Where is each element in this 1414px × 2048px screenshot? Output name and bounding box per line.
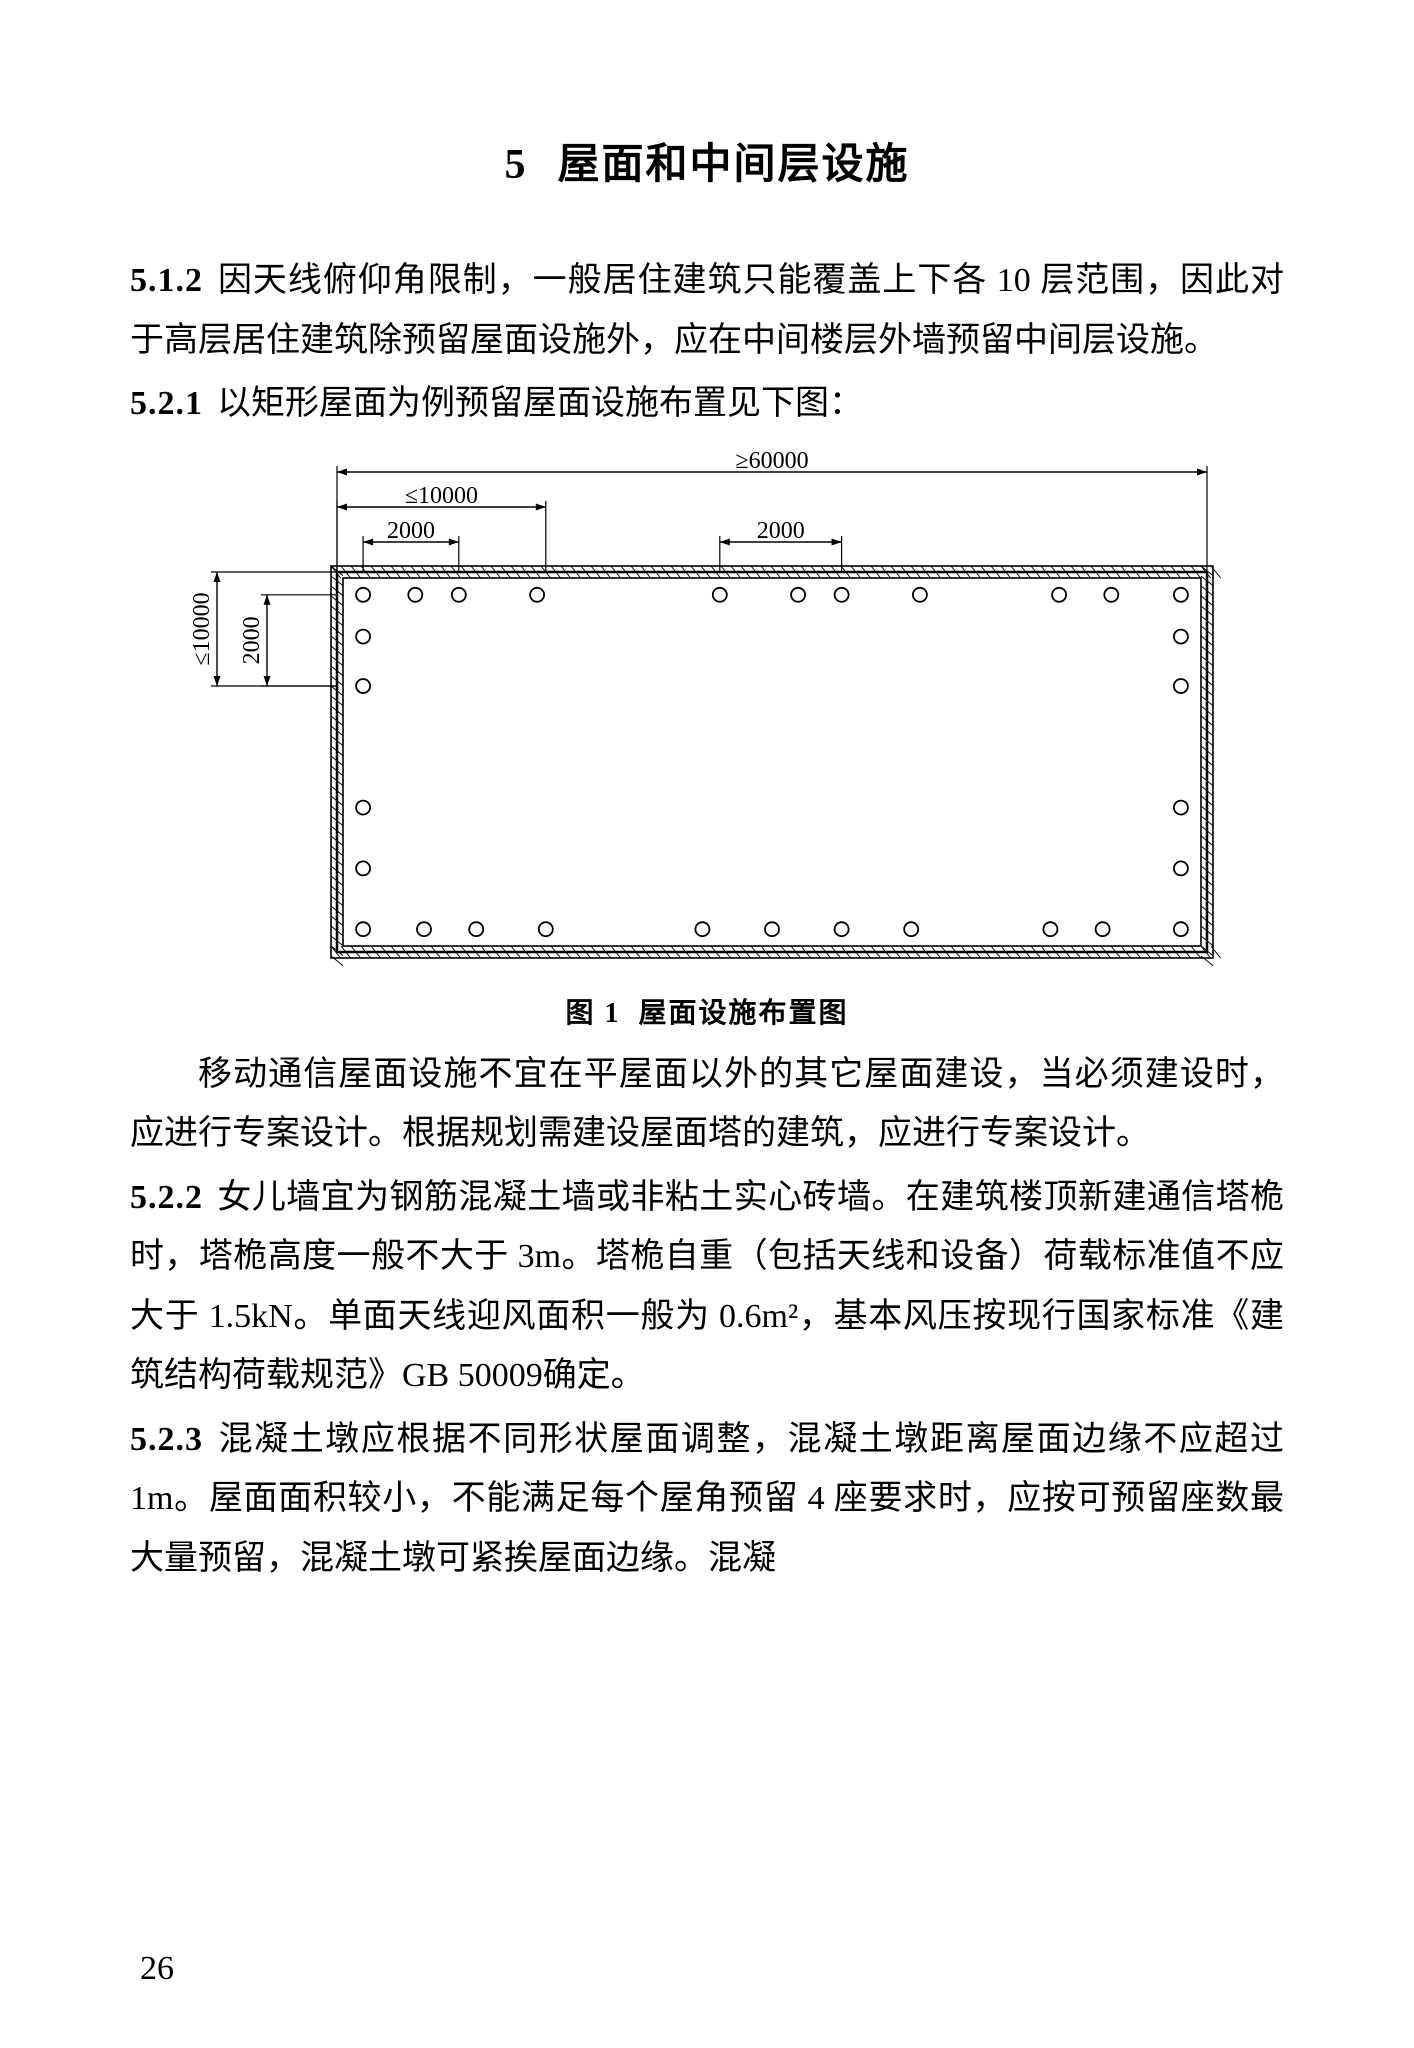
clause-num: 5.2.2 (130, 1179, 203, 1216)
svg-text:2000: 2000 (239, 616, 265, 664)
clause-text: 以矩形屋面为例预留屋面设施布置见下图： (217, 385, 863, 422)
chapter-title: 5 屋面和中间层设施 (130, 130, 1284, 191)
chapter-num: 5 (504, 142, 527, 188)
svg-text:2000: 2000 (757, 518, 805, 544)
figure-1: ≥60000 ≤10000 2000 2000 ≤10000 2000 (177, 452, 1237, 977)
page-number: 26 (140, 1950, 174, 1988)
svg-text:≥60000: ≥60000 (735, 452, 808, 474)
roof-layout-diagram: ≥60000 ≤10000 2000 2000 ≤10000 2000 (177, 452, 1237, 972)
figure-caption-text: 屋面设施布置图 (639, 998, 849, 1029)
clause-512: 5.1.2因天线俯仰角限制，一般居住建筑只能覆盖上下各 10 层范围，因此对于高… (130, 251, 1284, 370)
svg-text:≤10000: ≤10000 (189, 592, 215, 665)
clause-num: 5.1.2 (130, 262, 203, 299)
clause-522: 5.2.2女儿墙宜为钢筋混凝土墙或非粘土实心砖墙。在建筑楼顶新建通信塔桅时，塔桅… (130, 1168, 1284, 1406)
figure-caption: 图 1 屋面设施布置图 (130, 991, 1284, 1031)
clause-text: 女儿墙宜为钢筋混凝土墙或非粘土实心砖墙。在建筑楼顶新建通信塔桅时，塔桅高度一般不… (130, 1179, 1284, 1395)
svg-text:≤10000: ≤10000 (405, 483, 478, 509)
clause-num: 5.2.3 (130, 1421, 203, 1458)
figure-note: 移动通信屋面设施不宜在平屋面以外的其它屋面建设，当必须建设时，应进行专案设计。根… (130, 1045, 1284, 1164)
clause-text: 混凝土墩应根据不同形状屋面调整，混凝土墩距离屋面边缘不应超过 1m。屋面面积较小… (130, 1421, 1284, 1577)
clause-523: 5.2.3混凝土墩应根据不同形状屋面调整，混凝土墩距离屋面边缘不应超过 1m。屋… (130, 1410, 1284, 1589)
svg-text:2000: 2000 (387, 518, 435, 544)
clause-num: 5.2.1 (130, 385, 203, 422)
clause-521: 5.2.1 以矩形屋面为例预留屋面设施布置见下图： (130, 374, 1284, 434)
figure-caption-num: 图 1 (565, 998, 620, 1029)
clause-text: 因天线俯仰角限制，一般居住建筑只能覆盖上下各 10 层范围，因此对于高层居住建筑… (130, 262, 1284, 359)
chapter-title-text: 屋面和中间层设施 (557, 142, 909, 188)
